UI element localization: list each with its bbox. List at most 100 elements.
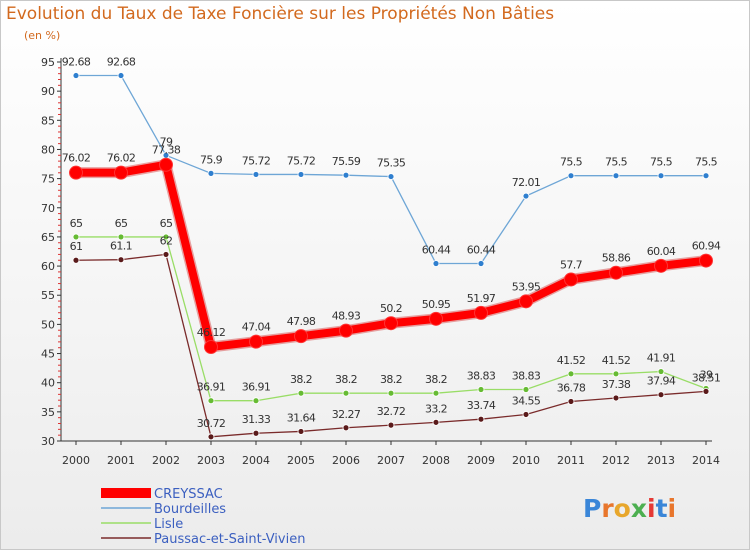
data-label-creyssac: 53.95: [512, 280, 541, 293]
data-label-lisle: 39: [700, 369, 713, 382]
data-point-paussac-et-saint-vivien: [297, 428, 305, 435]
y-tick-label: 75: [41, 173, 55, 186]
data-label-lisle: 41.52: [557, 354, 586, 367]
data-point-lisle: [162, 233, 170, 241]
data-label-creyssac: 58.86: [602, 252, 631, 265]
data-point-lisle: [342, 389, 350, 397]
data-point-bourdeilles: [477, 260, 485, 267]
y-tick-label: 85: [41, 114, 55, 127]
data-label-paussac-et-saint-vivien: 37.94: [647, 375, 676, 388]
data-label-bourdeilles: 60.44: [422, 244, 451, 257]
data-label-lisle: 41.91: [647, 352, 676, 365]
logo-letter: P: [583, 494, 601, 523]
data-label-paussac-et-saint-vivien: 33.2: [425, 402, 447, 415]
data-label-lisle: 41.52: [602, 354, 631, 367]
logo-letter: i: [647, 494, 656, 523]
x-tick-label: 2012: [602, 454, 630, 467]
data-point-paussac-et-saint-vivien: [162, 251, 170, 258]
data-point-bourdeilles: [567, 172, 575, 180]
data-point-bourdeilles: [252, 171, 260, 178]
data-label-paussac-et-saint-vivien: 32.27: [332, 408, 361, 421]
data-label-lisle: 38.2: [290, 373, 312, 386]
y-tick-label: 35: [41, 406, 55, 419]
x-tick-label: 2011: [557, 454, 585, 467]
data-label-creyssac: 76.02: [107, 152, 136, 165]
x-tick-label: 2005: [287, 454, 315, 467]
data-label-lisle: 38.83: [467, 370, 496, 383]
data-point-paussac-et-saint-vivien: [207, 433, 215, 441]
series-layer: [69, 72, 713, 441]
y-tick-label: 65: [41, 231, 55, 244]
data-point-lisle: [387, 389, 395, 397]
chart-title: Evolution du Taux de Taxe Foncière sur l…: [6, 4, 555, 24]
unit-label: (en %): [24, 29, 61, 42]
y-tick-label: 45: [41, 348, 55, 361]
legend-label-paussac-et-saint-vivien: Paussac-et-Saint-Vivien: [154, 532, 305, 547]
x-tick-label: 2014: [692, 454, 720, 467]
data-point-creyssac: [114, 165, 128, 180]
y-tick-label: 80: [41, 143, 55, 156]
data-label-creyssac: 77.38: [152, 144, 181, 157]
data-label-paussac-et-saint-vivien: 61: [70, 240, 83, 253]
proxiti-logo: Proxiti: [583, 494, 676, 523]
legend-swatch-creyssac: [101, 488, 151, 498]
data-point-creyssac: [564, 272, 578, 287]
y-tick-label: 55: [41, 289, 55, 302]
data-label-bourdeilles: 75.72: [242, 154, 271, 167]
x-tick-label: 2003: [197, 454, 225, 467]
y-tick-label: 50: [41, 318, 55, 331]
data-point-creyssac: [654, 258, 668, 273]
data-point-lisle: [612, 370, 620, 378]
y-tick-label: 30: [41, 435, 55, 448]
data-label-bourdeilles: 92.68: [62, 56, 91, 69]
x-tick-label: 2008: [422, 454, 450, 467]
data-label-lisle: 65: [115, 217, 128, 230]
x-tick-label: 2007: [377, 454, 405, 467]
data-point-paussac-et-saint-vivien: [477, 415, 485, 423]
data-point-lisle: [117, 233, 125, 241]
data-point-bourdeilles: [522, 192, 530, 200]
data-label-lisle: 36.91: [242, 381, 271, 394]
data-label-creyssac: 60.94: [692, 240, 721, 253]
data-point-bourdeilles: [387, 173, 395, 180]
x-tick-label: 2013: [647, 454, 675, 467]
data-point-creyssac: [294, 329, 308, 344]
x-tick-label: 2002: [152, 454, 180, 467]
data-point-paussac-et-saint-vivien: [117, 256, 125, 264]
data-label-lisle: 65: [160, 217, 173, 230]
data-point-creyssac: [249, 334, 263, 349]
x-tick-label: 2001: [107, 454, 135, 467]
data-label-paussac-et-saint-vivien: 37.38: [602, 378, 631, 391]
data-point-creyssac: [609, 265, 623, 280]
data-point-paussac-et-saint-vivien: [342, 424, 350, 432]
data-label-paussac-et-saint-vivien: 32.72: [377, 405, 406, 418]
data-point-creyssac: [159, 157, 173, 172]
data-label-bourdeilles: 60.44: [467, 244, 496, 257]
data-label-creyssac: 51.97: [467, 292, 496, 305]
data-label-lisle: 38.83: [512, 370, 541, 383]
data-label-paussac-et-saint-vivien: 38.51: [692, 371, 721, 384]
data-label-creyssac: 60.04: [647, 245, 676, 258]
data-label-bourdeilles: 79: [160, 135, 173, 148]
data-label-creyssac: 47.98: [287, 315, 316, 328]
data-label-lisle: 38.2: [335, 373, 357, 386]
data-point-bourdeilles: [297, 171, 305, 178]
data-point-bourdeilles: [702, 172, 710, 180]
data-point-lisle: [522, 386, 530, 393]
data-label-bourdeilles: 75.5: [695, 156, 718, 169]
data-label-creyssac: 57.7: [560, 258, 583, 271]
y-tick-label: 40: [41, 377, 55, 390]
data-label-lisle: 38.2: [380, 373, 402, 386]
data-label-bourdeilles: 75.72: [287, 154, 316, 167]
data-point-bourdeilles: [117, 72, 125, 79]
data-point-bourdeilles: [342, 171, 350, 179]
data-point-lisle: [72, 233, 80, 241]
data-label-lisle: 38.2: [425, 373, 447, 386]
data-label-paussac-et-saint-vivien: 30.72: [197, 417, 226, 430]
data-point-paussac-et-saint-vivien: [387, 421, 395, 429]
data-label-paussac-et-saint-vivien: 34.55: [512, 394, 541, 407]
data-label-bourdeilles: 75.5: [605, 156, 628, 169]
y-tick-label: 90: [41, 85, 55, 98]
data-point-creyssac: [699, 253, 713, 268]
data-point-paussac-et-saint-vivien: [612, 394, 620, 402]
